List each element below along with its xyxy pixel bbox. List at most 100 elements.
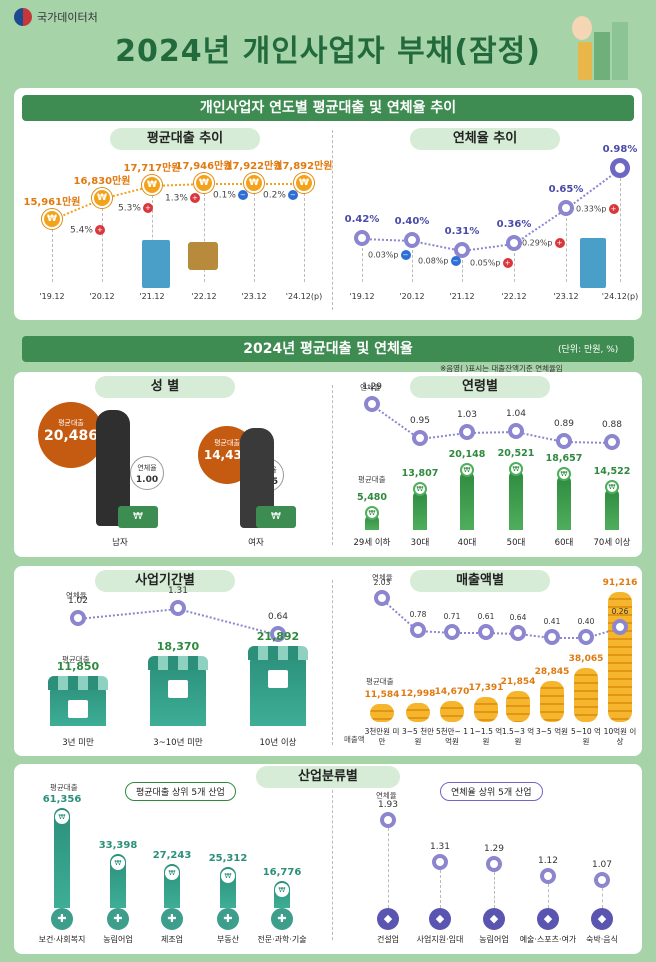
loan-guide-line <box>102 208 103 282</box>
industry-delinq-value: 1.31 <box>429 842 451 852</box>
sales-loan-value: 38,065 <box>568 654 604 664</box>
coin-stack-icon <box>440 701 464 722</box>
industry-coin-icon: ₩ <box>55 810 69 824</box>
age-group-label: 60대 <box>554 538 574 548</box>
industry-coin-icon: ₩ <box>165 866 179 880</box>
industry-loan-value: 25,312 <box>208 853 248 864</box>
age-loan-bar <box>509 470 523 530</box>
sales-loan-value: 21,854 <box>500 677 536 687</box>
loan-value: 17,717만원 <box>123 163 181 174</box>
age-coin-icon: ₩ <box>460 463 474 477</box>
industry-loan-pill: 평균대출 상위 5개 산업 <box>125 782 236 801</box>
industry-loan-label: 보건·사회복지 <box>38 935 86 944</box>
year-tick: '19.12 <box>39 292 65 301</box>
delinq-value: 0.36% <box>496 219 532 230</box>
age-loan-bar <box>413 490 427 530</box>
loan-change-value: 5.4% <box>70 225 93 236</box>
age-group-label: 70세 이상 <box>593 538 631 548</box>
industry-loan-label: 농림어업 <box>103 935 133 944</box>
loan-bubble-label: 평균대출 <box>58 419 84 427</box>
industry-delinq-pill: 연체율 상위 5개 산업 <box>440 782 543 801</box>
age-group-label: 30대 <box>410 538 430 548</box>
industry-delinq-guide <box>548 884 549 908</box>
coin-stack-icon <box>370 704 394 722</box>
sales-delinq-value: 2.03 <box>373 578 391 587</box>
age-delinq-ring-icon <box>508 423 524 439</box>
industry-loan-icon: ✚ <box>217 908 239 930</box>
delinq-value: 0.42% <box>344 214 380 225</box>
period-loan-label: 평균대출 <box>62 655 90 664</box>
period-sales-card <box>14 566 642 756</box>
industry-delinq-icon: ◆ <box>537 908 559 930</box>
period-loan-value: 21,892 <box>256 630 300 643</box>
note-label: ※음영( )표시는 대출잔액기준 연체율임 <box>440 364 563 373</box>
sales-group-label: 3~5 억원 <box>535 727 568 736</box>
connector-line <box>452 632 486 634</box>
gender-title: 성 별 <box>95 376 235 398</box>
period-group-label: 3~10년 미만 <box>153 738 203 748</box>
delinq-change: 0.03%p − <box>368 250 411 260</box>
sales-delinq-label: 연체율 <box>372 573 393 582</box>
loan-change-value: 1.3% <box>165 193 188 204</box>
period-group-label: 10년 이상 <box>259 738 297 748</box>
industry-delinq-guide <box>440 870 441 908</box>
delinq-change-value: 0.08%p <box>418 256 449 266</box>
loan-coin-icon: ₩ <box>244 173 264 193</box>
increase-icon: + <box>608 204 619 214</box>
industry-delinq-icon: ◆ <box>591 908 613 930</box>
loan-change-value: 0.2% <box>263 190 286 201</box>
sales-group-label: 1~1.5 억원 <box>469 727 503 746</box>
industry-loan-value: 33,398 <box>98 840 138 851</box>
industry-delinq-value: 1.12 <box>537 856 559 866</box>
agency-name: 국가데이터처 <box>37 11 98 24</box>
delinq-change-value: 0.03%p <box>368 250 399 260</box>
sales-delinq-ring-icon <box>544 629 560 645</box>
industry-loan-label: 전문·과학·기술 <box>257 935 307 944</box>
loan-guide-line <box>152 195 153 282</box>
age-delinq-ring-icon <box>556 433 572 449</box>
overview-section-title: 2024년 평균대출 및 연체율 <box>22 336 634 362</box>
industry-delinq-guide <box>494 872 495 908</box>
age-delinq-value: 1.04 <box>505 409 527 419</box>
age-title: 연령별 <box>410 376 550 398</box>
industry-loan-icon: ✚ <box>107 908 129 930</box>
decrease-icon: − <box>237 190 248 200</box>
industry-delinq-icon: ◆ <box>377 908 399 930</box>
industry-title: 산업분류별 <box>256 766 400 788</box>
delinq-guide-line <box>566 218 567 282</box>
loan-bubble-label: 평균대출 <box>214 439 240 447</box>
age-delinq-value: 1.29 <box>361 382 383 392</box>
industry-loan-value: 61,356 <box>42 794 82 805</box>
connector-line <box>254 183 304 185</box>
industry-loan-icon: ✚ <box>161 908 183 930</box>
coin-stack-icon <box>506 691 530 722</box>
age-coin-icon: ₩ <box>413 482 427 496</box>
sales-delinq-value: 0.61 <box>477 612 495 621</box>
year-tick: '23.12 <box>553 292 579 301</box>
period-delinq-ring-icon <box>270 626 286 642</box>
increase-icon: + <box>189 193 200 203</box>
age-coin-icon: ₩ <box>509 462 523 476</box>
loan-coin-icon: ₩ <box>42 209 62 229</box>
sales-delinq-ring-icon <box>374 590 390 606</box>
delinq-ring-icon <box>506 235 522 251</box>
age-delinq-value: 0.88 <box>601 420 623 430</box>
sales-delinq-value: 0.26 <box>611 607 629 616</box>
loan-change: 5.4% + <box>70 225 105 236</box>
sales-group-label: 5천만~ 1억원 <box>435 727 468 746</box>
age-loan-value: 14,522 <box>593 466 631 477</box>
industry-loan-label: 부동산 <box>216 935 240 944</box>
money-bill-icon: ₩ <box>256 506 296 528</box>
agency: 국가데이터처 <box>14 8 98 26</box>
age-delinq-value: 1.03 <box>456 410 478 420</box>
age-loan-bar <box>460 471 474 530</box>
sales-delinq-value: 0.40 <box>577 617 595 626</box>
trend-section-title: 개인사업자 연도별 평균대출 및 연체율 추이 <box>22 95 634 121</box>
industry-delinq-label: 농림어업 <box>479 935 509 944</box>
male-label: 남자 <box>112 538 128 548</box>
year-tick: '23.12 <box>241 292 267 301</box>
industry-coin-icon: ₩ <box>275 883 289 897</box>
delinq-value: 0.65% <box>548 184 584 195</box>
money-illustration-icon <box>572 12 642 82</box>
age-loan-value: 20,148 <box>448 449 486 460</box>
